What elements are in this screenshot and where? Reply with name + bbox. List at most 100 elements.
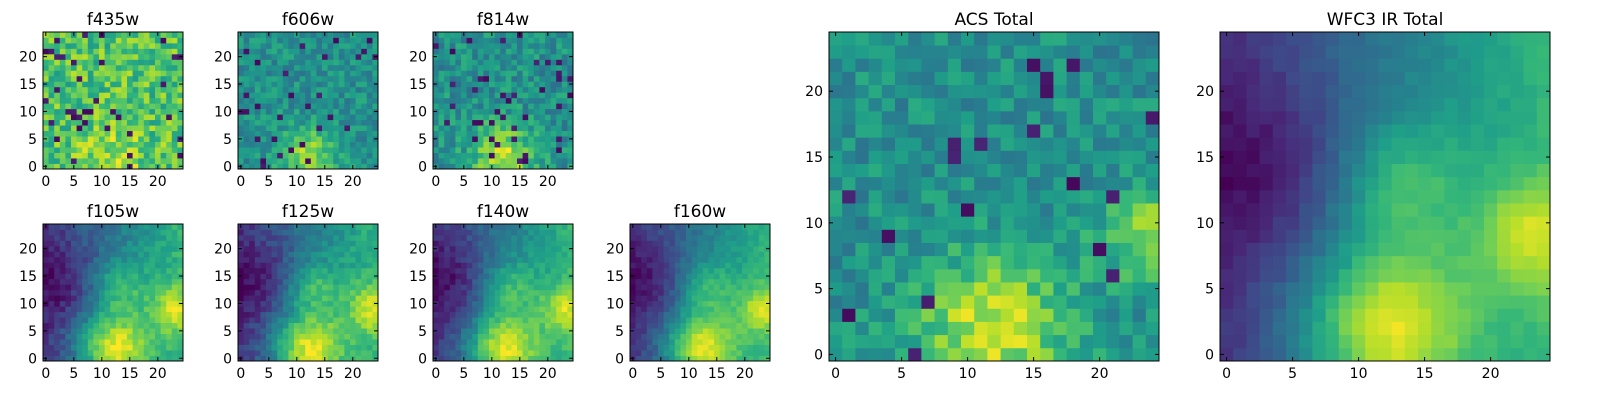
heatmap-cell <box>238 251 244 258</box>
heatmap-cell <box>691 333 698 340</box>
heatmap-cell <box>59 114 66 121</box>
heatmap-cell <box>132 311 139 318</box>
heatmap-cell <box>171 355 178 362</box>
heatmap-cell <box>115 333 122 340</box>
heatmap-cell <box>500 333 507 340</box>
heatmap-cell <box>338 300 345 307</box>
heatmap-cell <box>702 328 709 334</box>
heatmap-cell <box>271 136 278 142</box>
heatmap-cell <box>372 234 379 241</box>
heatmap-cell <box>327 136 334 142</box>
heatmap-cell <box>433 317 439 324</box>
heatmap-cell <box>65 224 72 230</box>
heatmap-cell <box>895 242 909 257</box>
heatmap-cell <box>177 311 184 318</box>
heatmap-cell <box>550 152 557 159</box>
heatmap-cell <box>483 339 490 345</box>
heatmap-cell <box>921 255 935 270</box>
heatmap-cell <box>238 86 244 93</box>
heatmap-cell <box>511 278 518 285</box>
heatmap-cell <box>714 333 720 340</box>
heatmap-cell <box>881 203 896 217</box>
heatmap-cell <box>522 284 529 291</box>
heatmap-cell <box>764 344 771 351</box>
heatmap-cell <box>483 86 490 93</box>
heatmap-cell <box>127 97 133 104</box>
heatmap-cell <box>372 267 379 274</box>
heatmap-cell <box>522 245 529 252</box>
heatmap-cell <box>455 147 462 153</box>
heatmap-cell <box>48 147 55 153</box>
heatmap-cell <box>372 240 379 247</box>
heatmap-cell <box>115 141 122 148</box>
heatmap-cell <box>438 37 445 44</box>
heatmap-cell <box>294 262 300 269</box>
heatmap-cell <box>266 136 272 142</box>
heatmap-cell <box>1027 242 1041 257</box>
heatmap-cell <box>561 70 568 77</box>
heatmap-cell <box>149 350 156 356</box>
heatmap-cell <box>155 37 161 44</box>
heatmap-cell <box>71 284 77 291</box>
heatmap-cell <box>344 333 351 340</box>
heatmap-cell <box>505 278 512 285</box>
heatmap-cell <box>483 251 490 258</box>
heatmap-cell <box>545 284 551 291</box>
heatmap-cell <box>500 136 507 142</box>
heatmap-cell <box>438 333 445 340</box>
heatmap-cell <box>344 317 351 324</box>
heatmap-cell <box>160 289 167 296</box>
heatmap-cell <box>260 350 267 356</box>
heatmap-cell <box>132 75 139 82</box>
heatmap-cell <box>59 103 66 110</box>
heatmap-cell <box>855 334 869 349</box>
heatmap-cell <box>1145 282 1160 296</box>
heatmap-cell <box>472 306 479 313</box>
heatmap-cell <box>646 322 653 329</box>
heatmap-cell <box>160 224 167 230</box>
heatmap-cell <box>361 355 368 362</box>
heatmap-cell <box>550 344 557 351</box>
heatmap-cell <box>533 289 540 296</box>
heatmap-cell <box>322 42 328 49</box>
heatmap-cell <box>355 92 362 99</box>
heatmap-cell <box>93 224 100 230</box>
heatmap-cell <box>477 37 484 44</box>
heatmap-cell <box>344 97 351 104</box>
heatmap-cell <box>121 158 128 164</box>
heatmap-cell <box>138 119 145 126</box>
heatmap-cell <box>87 256 94 263</box>
heatmap-cell <box>271 245 278 252</box>
heatmap-cell <box>444 141 451 148</box>
heatmap-cell <box>505 350 512 356</box>
heatmap-cell <box>99 245 105 252</box>
heatmap-cell <box>316 328 323 334</box>
heatmap-cell <box>121 32 128 38</box>
heatmap-cell <box>881 295 896 309</box>
heatmap-cell <box>260 311 267 318</box>
heatmap-cell <box>438 322 445 329</box>
heatmap-cell <box>54 262 61 269</box>
heatmap-cell <box>753 278 760 285</box>
heatmap-cell <box>708 256 715 263</box>
heatmap-cell <box>249 108 256 115</box>
heatmap-cell <box>669 350 676 356</box>
heatmap-cell <box>71 350 77 356</box>
heatmap-cell <box>842 282 856 296</box>
heatmap-cell <box>1013 229 1028 243</box>
heatmap-cell <box>366 339 373 345</box>
heatmap-cell <box>658 328 664 334</box>
heatmap-cell <box>87 158 94 164</box>
heatmap-cell <box>59 32 66 38</box>
heatmap-cell <box>322 278 328 285</box>
heatmap-cell <box>104 158 111 164</box>
heatmap-cell <box>1093 216 1107 230</box>
heatmap-cell <box>138 278 145 285</box>
heatmap-cell <box>697 328 704 334</box>
heatmap-cell <box>366 130 373 137</box>
heatmap-cell <box>489 317 495 324</box>
y-tick-label: 15 <box>214 269 232 285</box>
heatmap-cell <box>556 328 563 334</box>
heatmap-cell <box>455 229 462 236</box>
heatmap-cell <box>155 234 161 241</box>
